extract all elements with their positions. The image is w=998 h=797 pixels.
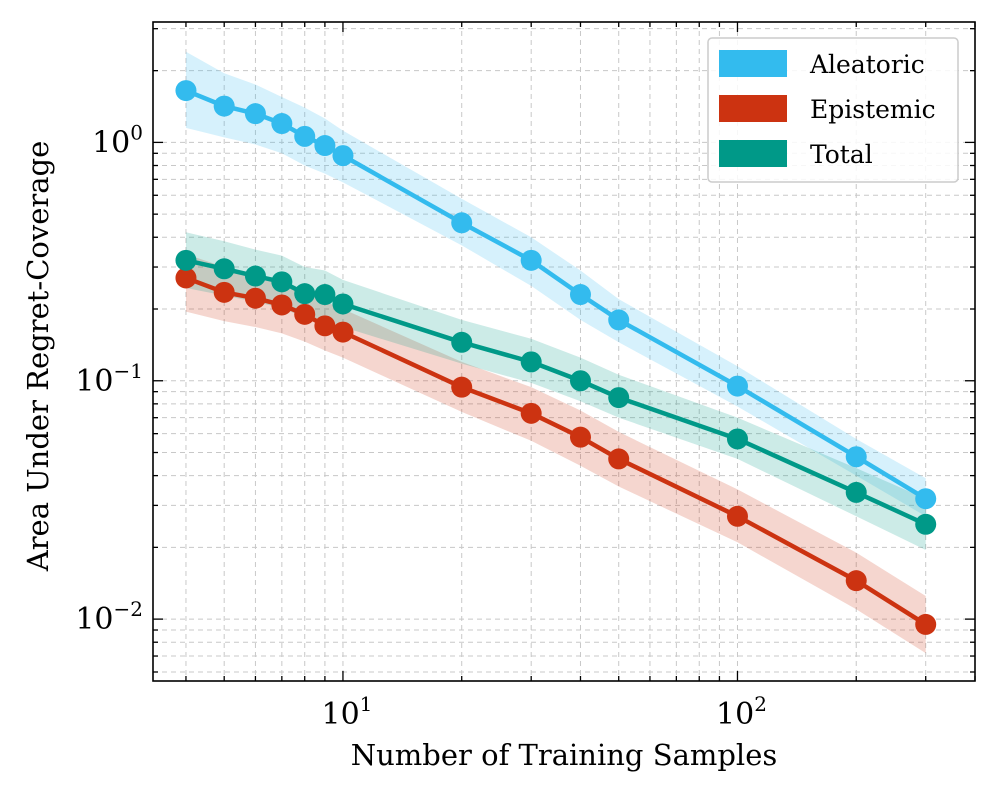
aleatoric-data-point — [314, 135, 336, 157]
epistemic-data-point — [175, 267, 197, 289]
aleatoric-data-point — [520, 249, 542, 271]
aleatoric-data-point — [244, 103, 266, 125]
y-axis-label: Area Under Regret-Coverage — [21, 141, 55, 573]
total-data-point — [726, 428, 748, 450]
x-axis-label: Number of Training Samples — [351, 738, 778, 772]
total-data-point — [520, 351, 542, 373]
total-data-point — [314, 284, 336, 306]
aleatoric-legend-label: Aleatoric — [809, 50, 925, 79]
aleatoric-data-point — [569, 284, 591, 306]
epistemic-data-point — [451, 376, 473, 398]
aleatoric-data-point — [726, 375, 748, 397]
aleatoric-data-point — [175, 80, 197, 102]
aleatoric-data-point — [332, 145, 354, 167]
total-legend-swatch — [719, 140, 787, 167]
epistemic-data-point — [332, 321, 354, 343]
total-data-point — [915, 513, 937, 535]
tick-labels: 101 102 100 10−1 10−2 — [75, 120, 767, 732]
aleatoric-confidence-band — [185, 51, 926, 517]
total-data-point — [569, 370, 591, 392]
total-data-point — [332, 293, 354, 315]
total-data-point — [294, 283, 316, 305]
plot-frame — [152, 21, 976, 682]
epistemic-data-point — [845, 570, 867, 592]
legend-entries: Aleatoric Epistemic Total — [719, 50, 936, 169]
epistemic-data-point — [608, 448, 630, 470]
aleatoric-data-point — [915, 488, 937, 510]
epistemic-data-point — [520, 402, 542, 424]
aleatoric-data-point — [213, 95, 235, 117]
total-data-point — [244, 265, 266, 287]
epistemic-confidence-band — [185, 254, 926, 654]
total-data-point — [271, 271, 293, 293]
epistemic-data-point — [314, 315, 336, 337]
x-tick-label: 102 — [716, 692, 767, 732]
epistemic-data-point — [915, 613, 937, 635]
total-data-point — [175, 249, 197, 271]
aleatoric-data-point — [845, 446, 867, 468]
aleatoric-data-point — [294, 125, 316, 147]
total-data-point — [608, 387, 630, 409]
epistemic-data-point — [726, 505, 748, 527]
epistemic-data-point — [213, 281, 235, 303]
y-tick-label: 10−1 — [75, 359, 143, 399]
axis-ticks — [153, 22, 976, 681]
epistemic-data-point — [294, 303, 316, 325]
total-data-point — [451, 331, 473, 353]
epistemic-data-point — [244, 287, 266, 309]
aleatoric-data-point — [608, 309, 630, 331]
y-tick-label: 100 — [92, 120, 143, 160]
total-data-point — [845, 481, 867, 503]
y-tick-label: 10−2 — [75, 597, 143, 637]
aleatoric-legend-swatch — [719, 50, 787, 77]
total-data-point — [213, 258, 235, 280]
epistemic-legend-swatch — [719, 95, 787, 122]
series-markers — [175, 80, 937, 635]
aleatoric-data-point — [451, 212, 473, 234]
x-tick-label: 101 — [321, 692, 372, 732]
total-legend-label: Total — [810, 140, 873, 169]
epistemic-data-point — [271, 294, 293, 316]
epistemic-data-point — [569, 426, 591, 448]
epistemic-legend-label: Epistemic — [810, 95, 936, 124]
legend: Aleatoric Epistemic Total — [707, 37, 959, 183]
aleatoric-data-point — [271, 113, 293, 135]
